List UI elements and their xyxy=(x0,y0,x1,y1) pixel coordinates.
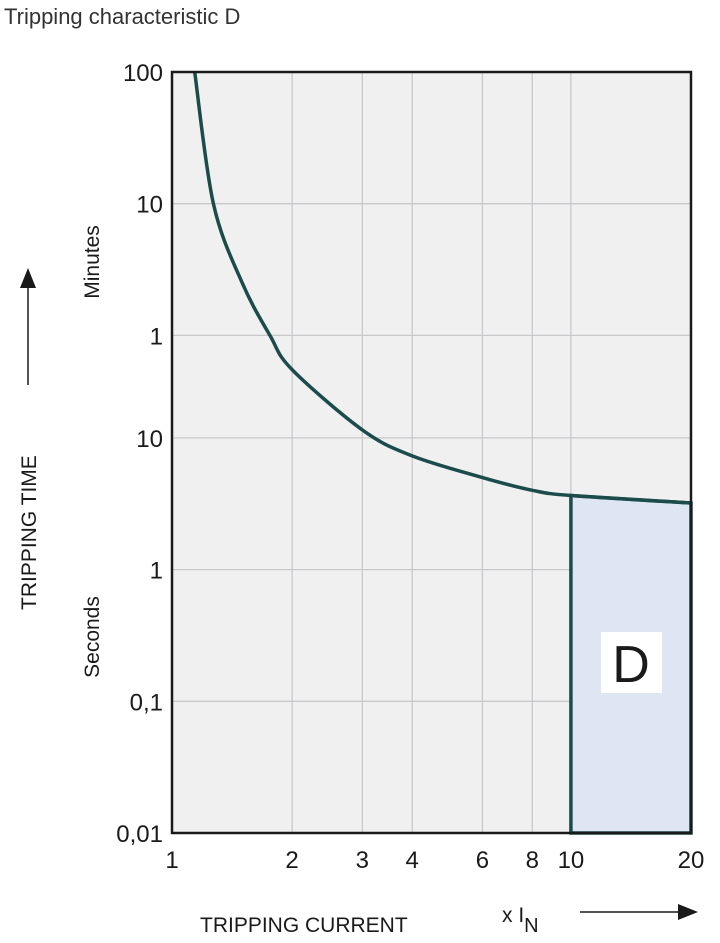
x-tick-label: 3 xyxy=(356,847,369,874)
y-unit-minutes: Minutes xyxy=(81,225,104,299)
x-tick-label: 4 xyxy=(405,847,418,874)
y-tick-label: 0,01 xyxy=(116,821,163,848)
y-axis-arrow xyxy=(20,268,36,385)
x-tick-label: 1 xyxy=(165,847,178,874)
chart-title: Tripping characteristic D xyxy=(4,4,241,29)
y-tick-label: 1 xyxy=(150,323,163,350)
x-tick-label: 8 xyxy=(526,847,539,874)
tripping-curve xyxy=(192,71,692,505)
region-label-box xyxy=(601,632,662,693)
y-tick-label: 10 xyxy=(136,192,163,219)
plot-frame xyxy=(170,70,693,835)
x-tick-label: 6 xyxy=(476,847,489,874)
y-tick-label: 100 xyxy=(123,60,163,87)
region-label: D xyxy=(612,636,650,694)
x-tick-label: 2 xyxy=(285,847,298,874)
x-axis-label: TRIPPING CURRENT xyxy=(200,914,408,937)
x-axis-arrow xyxy=(580,904,698,920)
x-tick-label: 20 xyxy=(678,847,705,874)
y-tick-label: 0,1 xyxy=(130,689,163,716)
y-tick-label: 1 xyxy=(150,558,163,585)
y-unit-seconds: Seconds xyxy=(81,596,104,678)
y-axis-label: TRIPPING TIME xyxy=(18,455,41,610)
x-unit: x IN xyxy=(502,904,539,937)
x-tick-label: 10 xyxy=(558,847,585,874)
y-tick-label: 10 xyxy=(136,426,163,453)
